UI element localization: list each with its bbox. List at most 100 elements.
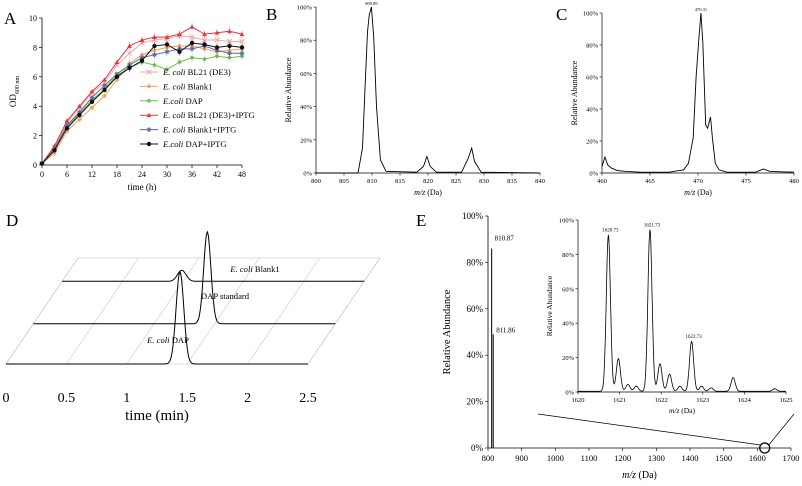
- mass-spectrum-c: 460 465 470 475 480 0% 20% 40% 60% 80% 100% m/z (Da…: [570, 7, 799, 197]
- data-point: [189, 24, 195, 29]
- y-axis-label: Relative Abundance: [284, 57, 293, 122]
- data-point: [152, 43, 157, 49]
- y-tick-label: 40%: [300, 104, 313, 111]
- x-axis-label: m/z (Da): [622, 470, 657, 481]
- data-point: [139, 37, 145, 42]
- y-tick-label: 100%: [462, 211, 484, 221]
- plane-outline: [5, 257, 381, 365]
- data-point: [126, 50, 133, 57]
- y-tick-label: 8: [33, 43, 37, 52]
- inset-y-axis-label: Relative Abundance: [545, 275, 554, 336]
- inset-peak-label: 1621.73: [644, 223, 661, 228]
- data-point: [177, 49, 182, 55]
- y-tick-label: 0%: [589, 171, 598, 178]
- x-tick-label: 465: [645, 178, 655, 185]
- data-point: [89, 105, 95, 111]
- data-point: [77, 112, 82, 118]
- data-point: [64, 126, 70, 131]
- peak-label: 810.87: [495, 234, 515, 242]
- panel-a-letter: A: [4, 9, 17, 28]
- data-point: [202, 42, 207, 47]
- data-point: [102, 87, 107, 93]
- x-tick-label: 0: [3, 391, 10, 406]
- y-tick-label: 10: [29, 14, 37, 23]
- y-tick-label: 100%: [297, 5, 313, 12]
- y-axis-label: OD600 nm: [8, 76, 21, 108]
- x-tick-label: 815: [395, 178, 405, 185]
- x-tick-label: 805: [339, 178, 349, 185]
- data-point: [214, 45, 220, 50]
- inset-x-tick-label: 1624: [738, 397, 752, 404]
- data-point: [201, 37, 208, 43]
- data-point: [114, 59, 120, 65]
- x-tick-label: 24: [138, 170, 146, 179]
- x-tick-label: 835: [507, 178, 517, 185]
- zoom-connector: [768, 413, 795, 446]
- data-point: [102, 93, 107, 99]
- x-tick-label: 900: [515, 453, 528, 463]
- data-point: [146, 69, 152, 75]
- grid-line: [66, 257, 139, 365]
- data-point: [239, 31, 245, 37]
- data-point: [127, 43, 132, 48]
- x-tick-label: 825: [451, 178, 461, 185]
- x-tick-label: 48: [238, 170, 246, 179]
- data-point: [227, 28, 232, 34]
- x-tick-label: 0.5: [58, 391, 76, 406]
- data-point: [114, 74, 120, 80]
- y-axis-label: Relative Abundance: [442, 289, 453, 374]
- panel-d-letter: D: [6, 211, 18, 230]
- data-point: [152, 34, 157, 40]
- data-point: [39, 161, 45, 166]
- x-tick-label: 6: [65, 170, 69, 179]
- data-point: [146, 141, 152, 147]
- data-point: [102, 77, 107, 82]
- data-point: [239, 38, 245, 45]
- inset-x-tick-label: 1622: [655, 397, 668, 404]
- x-tick-label: 36: [188, 170, 196, 179]
- data-point: [147, 99, 151, 103]
- y-tick-label: 0%: [303, 171, 312, 178]
- inset-y-tick-label: 20%: [562, 355, 575, 362]
- zoom-circle: [759, 442, 771, 454]
- chromatogram-trace: [62, 269, 365, 282]
- trace-label: DAP standard: [201, 291, 250, 301]
- data-point: [114, 71, 120, 77]
- inset-y-tick-label: 0%: [565, 390, 574, 397]
- inset-y-tick-label: 60%: [562, 286, 575, 293]
- inset-x-tick-label: 1625: [780, 397, 793, 404]
- x-tick-label: 30: [163, 170, 171, 179]
- y-tick-label: 80%: [586, 43, 599, 50]
- x-tick-label: 480: [789, 178, 799, 185]
- inset-spectrum-trace: [578, 229, 786, 392]
- peak-label: 809.89: [365, 1, 378, 6]
- data-point: [52, 148, 57, 153]
- data-point: [189, 40, 195, 46]
- inset-x-tick-label: 1623: [696, 397, 709, 404]
- panel-b-letter: B: [266, 5, 277, 24]
- x-tick-label: 2: [244, 391, 251, 406]
- data-point: [202, 57, 207, 61]
- x-tick-label: 1.5: [178, 391, 196, 406]
- y-tick-label: 40%: [467, 350, 484, 360]
- data-point: [64, 128, 70, 134]
- data-point: [190, 55, 194, 60]
- y-tick-label: 2: [33, 132, 37, 141]
- x-tick-label: 1: [123, 391, 130, 406]
- data-point: [152, 63, 157, 67]
- x-tick-label: 1400: [682, 453, 699, 463]
- y-tick-label: 0%: [471, 443, 484, 453]
- x-tick-label: 830: [479, 178, 489, 185]
- data-point: [64, 122, 70, 128]
- data-point: [215, 54, 219, 59]
- x-axis-label: time (h): [128, 182, 157, 192]
- data-point: [214, 30, 220, 35]
- grid-line: [186, 257, 260, 365]
- legend-label: E.coli DAP: [162, 96, 203, 106]
- y-tick-label: 6: [33, 73, 37, 82]
- data-point: [164, 42, 170, 47]
- y-tick-label: 100%: [583, 11, 599, 18]
- data-point: [77, 109, 82, 115]
